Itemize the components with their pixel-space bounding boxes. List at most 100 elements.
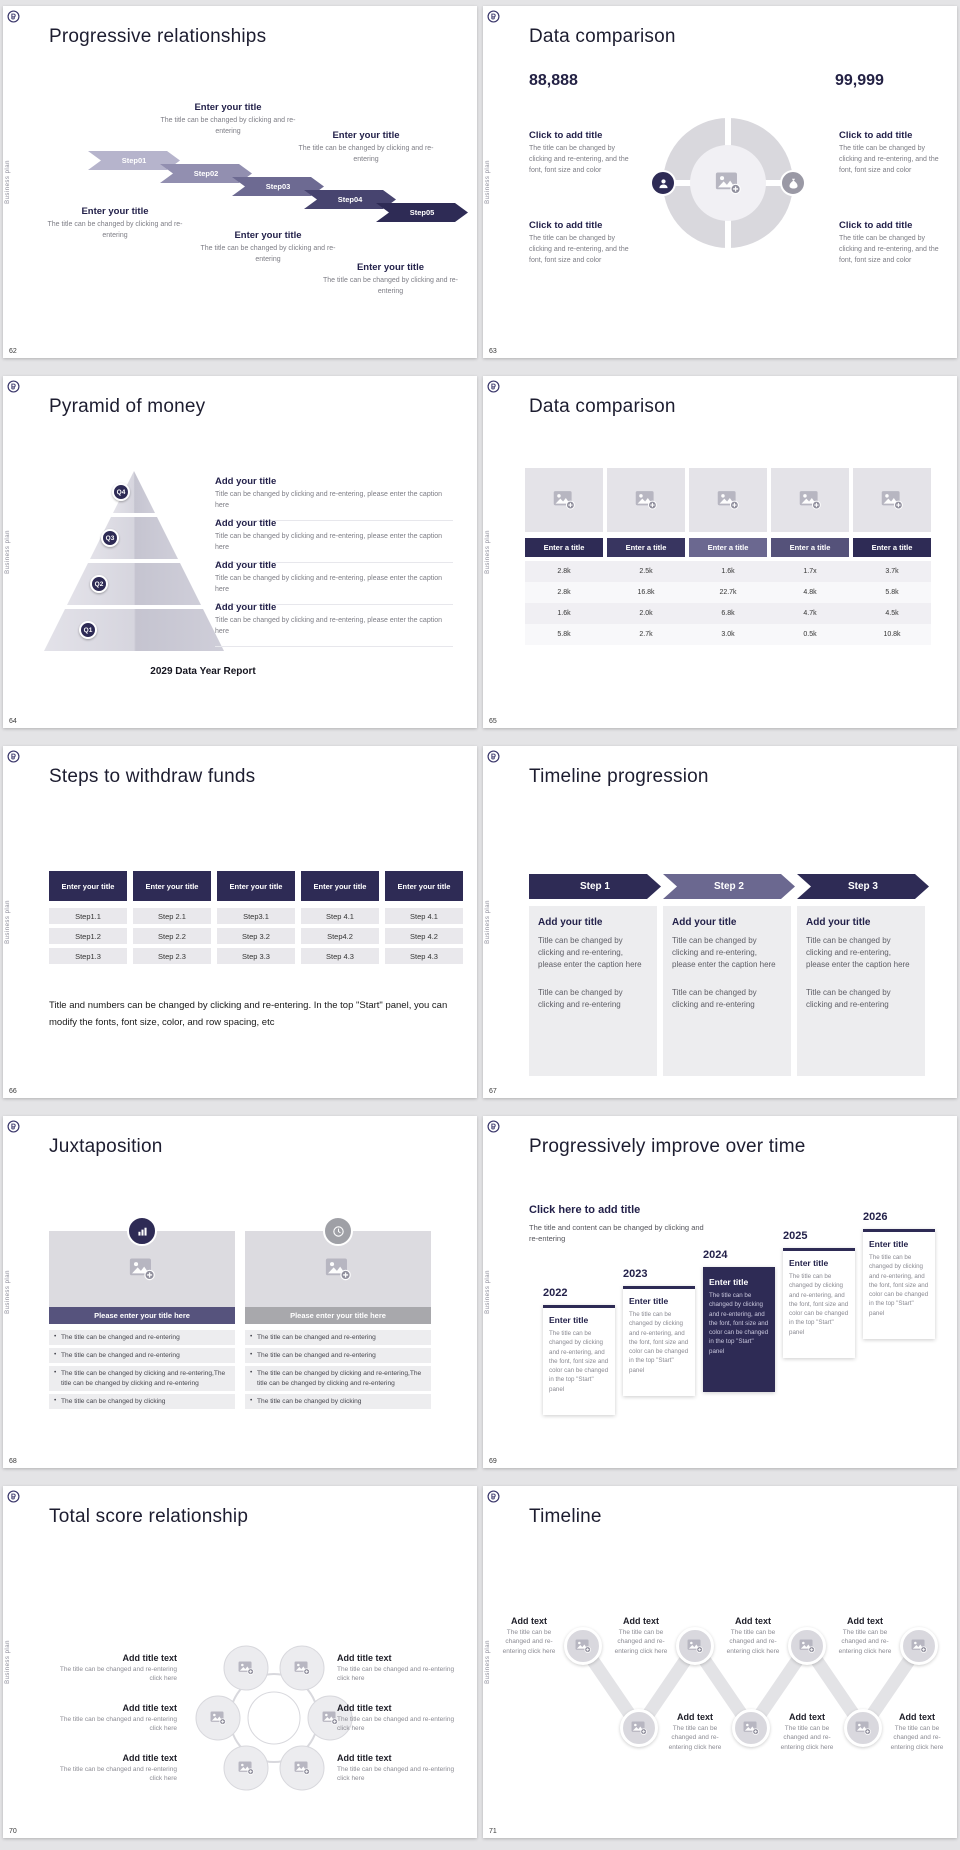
block-body: Title can be changed by clicking and re-… <box>215 617 442 635</box>
block-body: The title can be changed and re-entering… <box>726 1629 780 1655</box>
column-header: Enter your title <box>217 871 295 901</box>
slide-title: Steps to withdraw funds <box>49 766 256 787</box>
block-title: Add title text <box>122 1653 177 1663</box>
table-cell: 2.0k <box>639 610 653 617</box>
slide-68[interactable]: Business plan 68 Juxtaposition Please en… <box>3 1116 477 1468</box>
step-cell: Step 4.1 <box>301 908 379 924</box>
block-title: Add text <box>623 1616 659 1626</box>
table-cell: 10.8k <box>883 631 901 638</box>
block-body: The title can be changed and re-entering… <box>337 1766 455 1783</box>
year-label: 2024 <box>703 1249 728 1261</box>
slide-number: 64 <box>9 718 17 725</box>
block-body: The title can be changed and re-entering… <box>59 1716 177 1733</box>
person-icon <box>657 177 670 190</box>
slide-71[interactable]: Business plan 71 Timeline Add text The t… <box>483 1486 957 1838</box>
business-plan-vertical-label: Business plan <box>5 160 11 204</box>
slide-69[interactable]: Business plan 69 Progressively improve o… <box>483 1116 957 1468</box>
year-box: Enter title The title can be changed by … <box>543 1305 615 1415</box>
image-placeholder-icon <box>687 1638 703 1654</box>
block-title: Add your title <box>215 560 277 571</box>
block-body: The title can be changed by clicking and… <box>839 145 939 174</box>
process-arrow-step04: Step04 <box>304 190 396 209</box>
year-box-body: The title can be changed by clicking and… <box>789 1273 849 1336</box>
instruction-note: Title and numbers can be changed by clic… <box>49 1000 448 1028</box>
text-block: Enter your title The title can be change… <box>153 102 303 138</box>
block-body: Title can be changed by clicking and re-… <box>215 491 442 509</box>
grid-cell: Business plan 62 Progressive relationshi… <box>0 0 480 370</box>
slide-number: 63 <box>489 348 497 355</box>
block-body: The title can be changed and re-entering… <box>614 1629 668 1655</box>
table-cell: 2.8k <box>557 589 571 596</box>
year-box-title: Enter title <box>629 1296 669 1306</box>
table-cell: 1.7x <box>803 568 817 575</box>
block-title: Add text <box>511 1616 547 1626</box>
slide-70[interactable]: Business plan 70 Total score relationshi… <box>3 1486 477 1838</box>
image-placeholder-icon <box>553 489 575 511</box>
text-block: Enter your title The title can be change… <box>318 262 463 298</box>
block-title: Enter your title <box>81 206 149 217</box>
business-plan-vertical-label: Business plan <box>5 1270 11 1314</box>
pyramid-level-badge: Q4 <box>112 483 130 501</box>
table-cell: 2.7k <box>639 631 653 638</box>
column-header: Enter your title <box>301 871 379 901</box>
table-header: Enter a title <box>525 538 603 557</box>
image-placeholder-icon <box>631 1720 647 1736</box>
image-placeholder-icon <box>715 170 741 196</box>
panel-body: Title can be changed by clicking and re-… <box>538 988 623 1009</box>
block-title: Enter your title <box>194 102 262 113</box>
image-placeholder-icon <box>294 1660 310 1676</box>
table-row: 2.8k 2.5k 1.6k 1.7x 3.7k <box>525 561 931 582</box>
slide-66[interactable]: Business plan 66 Steps to withdraw funds… <box>3 746 477 1098</box>
block-body: The title can be changed and re-entering… <box>59 1766 177 1783</box>
table-cell: 3.0k <box>721 631 735 638</box>
year-box-body: The title can be changed by clicking and… <box>869 1254 929 1317</box>
year-label: 2023 <box>623 1268 648 1280</box>
process-arrow-step01: Step01 <box>88 151 180 170</box>
grid-cell: Business plan 64 Pyramid of money Q4 Q3 … <box>0 370 480 740</box>
block-body: The title can be changed by clicking and… <box>200 245 336 263</box>
business-plan-vertical-label: Business plan <box>485 900 491 944</box>
slide-67[interactable]: Business plan 67 Timeline progression St… <box>483 746 957 1098</box>
process-arrow-step05: Step05 <box>376 203 468 222</box>
year-label: 2025 <box>783 1230 808 1242</box>
slide-63[interactable]: Business plan 63 Data comparison 88,888 … <box>483 6 957 358</box>
year-box-body: The title can be changed by clicking and… <box>549 1330 609 1393</box>
block-title: Add text <box>789 1712 825 1722</box>
brand-logo-icon <box>487 380 500 393</box>
block-title: Add your title <box>215 602 277 613</box>
slide-title: Pyramid of money <box>49 396 206 417</box>
grid-cell: Business plan 65 Data comparison Enter a… <box>480 370 960 740</box>
section-heading: Click here to add title <box>529 1204 641 1216</box>
timeline-step-banner: Step 2 <box>663 874 795 899</box>
table-cell: 3.7k <box>885 568 899 575</box>
slide-62[interactable]: Business plan 62 Progressive relationshi… <box>3 6 477 358</box>
table-cell: 16.8k <box>637 589 655 596</box>
grid-cell: Business plan 67 Timeline progression St… <box>480 740 960 1110</box>
text-block: Enter your title The title can be change… <box>193 230 343 266</box>
slide-title: Data comparison <box>529 26 676 47</box>
slide-65[interactable]: Business plan 65 Data comparison Enter a… <box>483 376 957 728</box>
card-title-bar: Please enter your title here <box>245 1307 431 1324</box>
panel-body: Title can be changed by clicking and re-… <box>672 936 776 969</box>
panel-title: Add your title <box>538 917 603 928</box>
table-cell: 6.8k <box>721 610 735 617</box>
bullet-item: The title can be changed and re-entering <box>49 1330 235 1346</box>
block-body: The title can be changed and re-entering… <box>337 1716 455 1733</box>
business-plan-vertical-label: Business plan <box>5 900 11 944</box>
slide-title: Progressive relationships <box>49 26 267 47</box>
block-body: The title can be changed and re-entering… <box>668 1725 722 1751</box>
slide-64[interactable]: Business plan 64 Pyramid of money Q4 Q3 … <box>3 376 477 728</box>
image-placeholder-icon <box>743 1720 759 1736</box>
step-cell: Step 4.3 <box>385 948 463 964</box>
pyramid-level-badge: Q1 <box>79 621 97 639</box>
clock-icon <box>332 1225 345 1238</box>
image-placeholder <box>525 468 603 532</box>
grid-cell: Business plan 71 Timeline Add text The t… <box>480 1480 960 1850</box>
block-title: Enter your title <box>234 230 302 241</box>
block-title: Add title text <box>337 1653 392 1663</box>
text-block: Add title text The title can be changed … <box>337 1703 467 1734</box>
panel-body: Title can be changed by clicking and re-… <box>806 936 910 969</box>
image-placeholder-icon <box>322 1710 338 1726</box>
